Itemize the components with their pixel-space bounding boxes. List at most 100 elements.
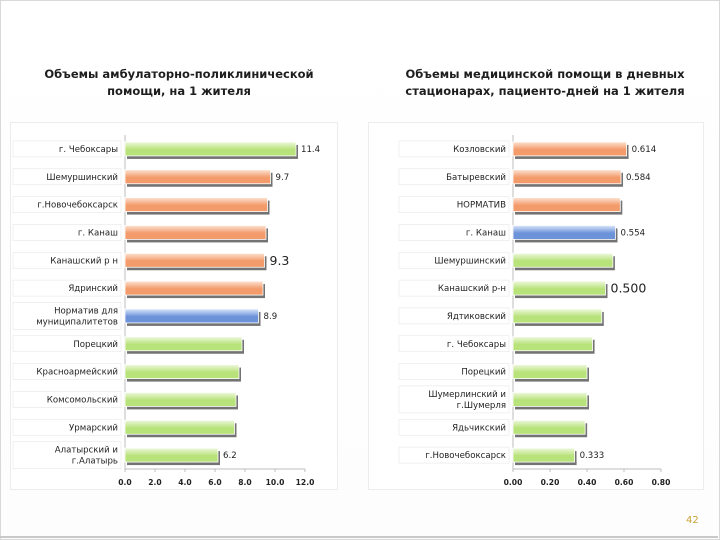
category-label-box: [398, 224, 510, 241]
category-label: г.Новочебоксарск: [37, 201, 118, 211]
value-label: 11.4: [301, 145, 320, 155]
bar: [512, 364, 588, 379]
category-label-box: [398, 307, 510, 325]
bar: [124, 308, 259, 324]
value-label-box: [576, 448, 607, 462]
category-label-box: [398, 363, 510, 380]
category-label: Порецкий: [461, 368, 506, 378]
x-tick-label: 12.0: [296, 478, 315, 487]
category-label: Ядтиковский: [447, 312, 506, 322]
category-label: Норматив для муниципалитетов: [36, 306, 118, 327]
chart-title-right: Объемы медицинской помощи в дневных стац…: [405, 67, 685, 98]
bar: [124, 225, 267, 240]
category-label: Канашский р н: [50, 256, 118, 266]
category-label: НОРМАТИВ: [457, 201, 506, 211]
x-tick-label: 0.80: [652, 478, 671, 487]
value-label-box: [266, 251, 303, 269]
bar: [512, 392, 588, 407]
chart-panel-left: 0.0 2.0 4.0 6.0 8.0 10.0 12.0 г. Чебоксары 11.4 Ш…: [10, 122, 338, 490]
category-label: Комсомольский: [47, 395, 118, 405]
category-label-box: [12, 140, 122, 158]
value-label-box: [607, 279, 644, 297]
category-label: Козловский: [453, 145, 506, 155]
bottom-rule: [0, 536, 718, 538]
category-label-box: [398, 385, 510, 414]
x-tick-label: 10.0: [266, 478, 285, 487]
bar: [124, 447, 219, 463]
value-label: 0.500: [611, 281, 647, 296]
bar-chart-right: 0.00 0.20 0.40 0.60 0.80 Козловский 0.614 Батыр…: [398, 135, 671, 487]
value-label-box: [272, 170, 303, 184]
chart-title-left: Объемы амбулаторно-поликлинической помощ…: [44, 67, 314, 98]
category-label: Красноармейский: [36, 368, 118, 378]
bar: [512, 280, 606, 296]
value-label-box: [617, 225, 648, 239]
category-label: Урмарский: [69, 423, 118, 433]
category-label: г. Чебоксары: [59, 145, 118, 155]
category-label-box: [12, 302, 122, 330]
value-label-box: [298, 142, 328, 156]
bar: [512, 336, 593, 352]
category-label-box: [12, 441, 122, 469]
bar: [124, 252, 265, 268]
value-label: 6.2: [223, 451, 237, 461]
bar: [124, 169, 271, 185]
bar: [124, 419, 235, 435]
category-label-box: [398, 279, 510, 297]
category-label: Ядринский: [68, 284, 118, 294]
category-label-box: [12, 251, 122, 269]
bar: [512, 252, 614, 268]
value-label-box: [623, 170, 654, 184]
bar: [512, 447, 576, 463]
value-label: 9.3: [270, 253, 290, 268]
category-label-box: [398, 140, 510, 158]
category-label-box: [12, 224, 122, 241]
category-label-box: [398, 251, 510, 269]
x-tick-label: 2.0: [148, 478, 161, 487]
bar-chart-left: 0.0 2.0 4.0 6.0 8.0 10.0 12.0 г. Чебоксары 11.4 Ш…: [12, 135, 328, 487]
chart-panel-right: 0.00 0.20 0.40 0.60 0.80 Козловский 0.614 Батыр…: [368, 122, 704, 490]
category-label: Батыревский: [446, 173, 506, 183]
category-label-box: [12, 391, 122, 408]
category-label-box: [12, 418, 122, 436]
category-label-box: [398, 335, 510, 353]
bar: [512, 169, 622, 185]
category-label-box: [398, 418, 510, 436]
category-label-box: [12, 363, 122, 380]
bar: [512, 419, 586, 435]
x-tick-label: 0.40: [578, 478, 597, 487]
bar: [512, 141, 627, 157]
bar: [124, 392, 237, 407]
category-label-box: [12, 335, 122, 353]
value-label: 8.9: [264, 312, 278, 322]
bar: [512, 225, 616, 240]
category-label: Порецкий: [73, 340, 118, 350]
bar: [124, 141, 297, 157]
value-label: 0.584: [626, 173, 651, 183]
category-label-box: [398, 168, 510, 186]
x-tick-label: 0.00: [504, 478, 523, 487]
category-label: Алатырский и г.Алатырь: [55, 446, 118, 467]
x-tick-label: 8.0: [238, 478, 251, 487]
bar: [512, 197, 621, 212]
bar: [124, 336, 243, 352]
value-label: 9.7: [276, 173, 290, 183]
category-label: Шемуршинский: [46, 173, 118, 183]
x-tick-label: 0.60: [615, 478, 634, 487]
bar: [124, 280, 264, 296]
x-tick-label: 4.0: [178, 478, 191, 487]
x-tick-label: 6.0: [208, 478, 221, 487]
page-number: 42: [686, 515, 699, 526]
category-label-box: [12, 196, 122, 213]
value-label: 0.614: [632, 145, 657, 155]
category-label: г. Канаш: [466, 228, 506, 238]
value-label-box: [628, 142, 659, 156]
category-label-box: [12, 168, 122, 186]
category-label-box: [398, 196, 510, 213]
category-label: г. Чебоксары: [447, 340, 506, 350]
value-label: 0.333: [580, 451, 605, 461]
category-label: г.Новочебоксарск: [425, 451, 506, 461]
category-label: Шумерлинский и г.Шумерля: [428, 390, 506, 411]
value-label-box: [220, 448, 250, 462]
x-tick-label: 0.0: [118, 478, 131, 487]
